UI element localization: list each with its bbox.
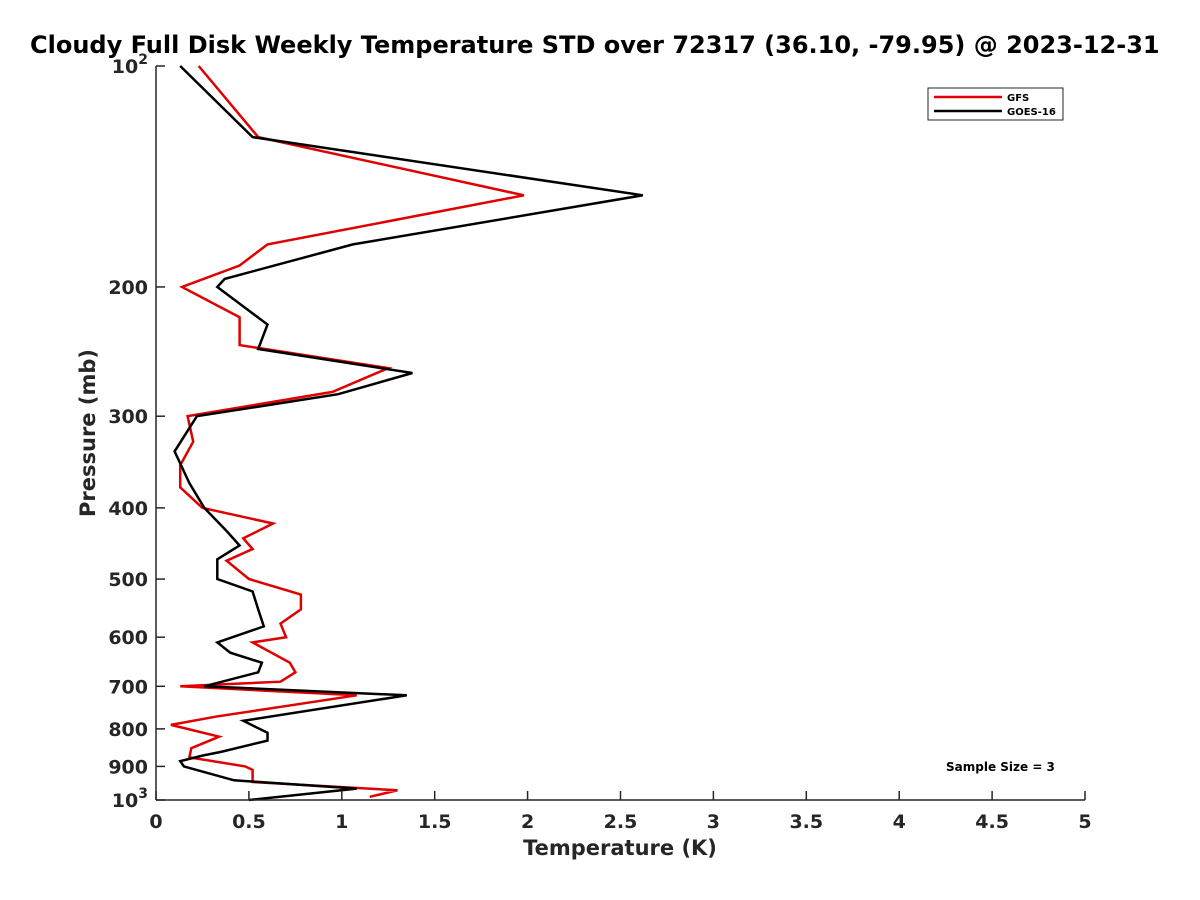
- chart-title: Cloudy Full Disk Weekly Temperature STD …: [30, 31, 1160, 59]
- sample-size-annotation: Sample Size = 3: [946, 760, 1055, 774]
- y-tick-label: 600: [108, 627, 148, 649]
- series-line-gfs: [170, 65, 525, 799]
- x-tick-label: 1: [335, 811, 348, 833]
- y-tick-label: 300: [108, 406, 148, 428]
- x-axis-label: Temperature (K): [523, 836, 717, 860]
- series-line-goes-16: [173, 65, 644, 802]
- x-tick-label: 4.5: [975, 811, 1009, 833]
- y-tick-label: 700: [108, 676, 148, 698]
- x-tick-label: 0: [149, 811, 162, 833]
- plot-area: 0 0.5 1 1.5 2 2.5 3 3.5 4 4.5 5 102 200 300 400 500 600 7…: [108, 52, 1091, 833]
- legend: GFS GOES-16: [927, 87, 1064, 121]
- legend-box: [927, 87, 1064, 121]
- y-tick-label: 500: [108, 569, 148, 591]
- x-tick-label: 2.5: [604, 811, 638, 833]
- y-tick-label: 900: [108, 756, 148, 778]
- legend-label-gfs: GFS: [1007, 93, 1029, 104]
- y-tick-label: 400: [108, 498, 148, 520]
- y-tick-label: 200: [108, 277, 148, 299]
- x-tick-label: 3: [707, 811, 720, 833]
- legend-label-goes-16: GOES-16: [1007, 107, 1056, 118]
- y-tick-label: 102: [112, 52, 148, 78]
- y-tick-label: 103: [112, 786, 148, 812]
- x-tick-label: 0.5: [232, 811, 266, 833]
- x-tick-label: 5: [1078, 811, 1091, 833]
- x-tick-label: 4: [893, 811, 906, 833]
- x-tick-label: 3.5: [789, 811, 823, 833]
- x-tick-label: 1.5: [418, 811, 452, 833]
- y-axis-label: Pressure (mb): [76, 349, 100, 517]
- y-tick-label: 800: [108, 719, 148, 741]
- x-tick-label: 2: [521, 811, 534, 833]
